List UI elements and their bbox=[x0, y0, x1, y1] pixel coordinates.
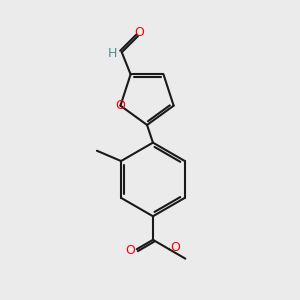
Text: O: O bbox=[125, 244, 135, 257]
Text: O: O bbox=[115, 99, 125, 112]
Text: O: O bbox=[171, 241, 181, 254]
Text: H: H bbox=[108, 47, 117, 60]
Text: O: O bbox=[134, 26, 144, 39]
